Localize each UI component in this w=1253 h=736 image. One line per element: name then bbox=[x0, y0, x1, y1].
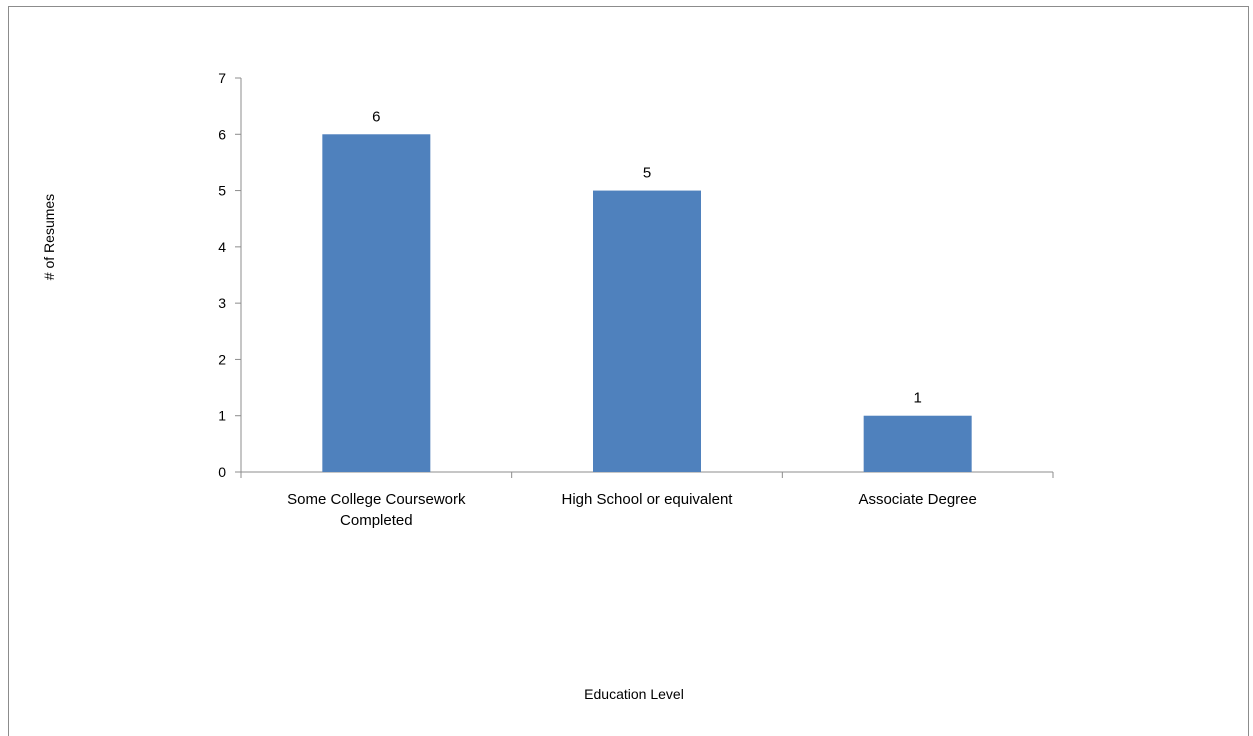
data-labels: 6 5 1 bbox=[372, 108, 922, 406]
x-category-label: Associate Degree bbox=[858, 491, 976, 508]
bar bbox=[863, 415, 972, 472]
y-axis-title: # of Resumes bbox=[41, 194, 57, 280]
x-category-label: High School or equivalent bbox=[562, 491, 734, 508]
x-category-label: Some College Coursework bbox=[287, 491, 466, 508]
y-tick-label: 0 bbox=[218, 464, 226, 480]
x-axis: Some College Coursework Completed High Sch… bbox=[240, 471, 1054, 529]
bar bbox=[593, 190, 701, 473]
y-tick-label: 5 bbox=[218, 183, 226, 199]
bars bbox=[322, 134, 972, 473]
y-tick-label: 1 bbox=[218, 408, 226, 424]
y-axis: 0 1 2 3 4 5 6 7 bbox=[218, 70, 242, 480]
y-tick-label: 6 bbox=[218, 126, 226, 142]
y-tick-label: 3 bbox=[218, 295, 226, 311]
bar bbox=[322, 134, 431, 473]
data-label: 5 bbox=[643, 165, 651, 182]
y-tick-label: 7 bbox=[218, 70, 226, 86]
y-tick-label: 2 bbox=[218, 351, 226, 367]
y-tick-label: 4 bbox=[218, 239, 226, 255]
data-label: 1 bbox=[913, 390, 921, 407]
x-axis-title: Education Level bbox=[584, 686, 684, 702]
chart-frame bbox=[8, 6, 1249, 736]
data-label: 6 bbox=[372, 108, 380, 125]
x-category-label: Completed bbox=[340, 512, 413, 529]
